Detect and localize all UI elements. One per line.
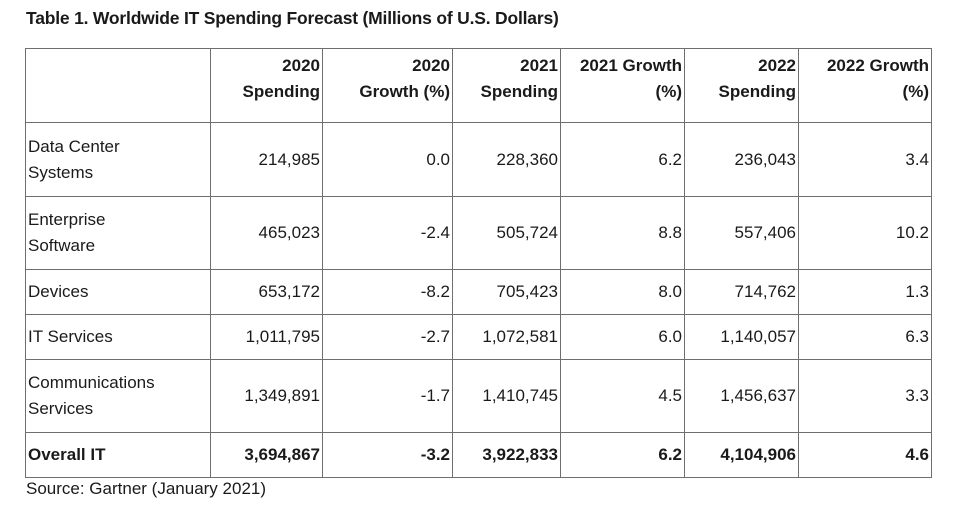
header-corner-cell	[25, 48, 211, 123]
table-cell: 4.6	[798, 432, 932, 478]
row-label: Devices	[25, 269, 211, 315]
table-cell: -3.2	[322, 432, 453, 478]
table-cell: 1,140,057	[684, 314, 799, 360]
table-cell: 8.0	[560, 269, 685, 315]
column-header: 2021 Growth (%)	[560, 48, 685, 123]
table-row: IT Services 1,011,795 -2.7 1,072,581 6.0…	[25, 314, 932, 360]
table-cell: -8.2	[322, 269, 453, 315]
table-row: Devices 653,172 -8.2 705,423 8.0 714,762…	[25, 269, 932, 315]
row-label: IT Services	[25, 314, 211, 360]
column-header: 2022 Spending	[684, 48, 799, 123]
column-header: 2022 Growth (%)	[798, 48, 932, 123]
table-cell: 3.4	[798, 122, 932, 197]
table-cell: 557,406	[684, 196, 799, 270]
table-cell: 705,423	[452, 269, 561, 315]
table-cell: 4.5	[560, 359, 685, 433]
table-header-row: 2020 Spending 2020 Growth (%) 2021 Spending…	[25, 48, 932, 123]
table-cell: 6.2	[560, 122, 685, 197]
table-cell: 236,043	[684, 122, 799, 197]
source-note: Source: Gartner (January 2021)	[26, 479, 267, 498]
table-cell: 3.3	[798, 359, 932, 433]
row-label: Data Center Systems	[25, 122, 211, 197]
table-cell: 1.3	[798, 269, 932, 315]
table-cell: 10.2	[798, 196, 932, 270]
table-cell: 1,410,745	[452, 359, 561, 433]
table-cell: 214,985	[210, 122, 323, 197]
row-label: Enterprise Software	[25, 196, 211, 270]
total-row-label: Overall IT	[25, 432, 211, 478]
column-header: 2021 Spending	[452, 48, 561, 123]
column-header: 2020 Growth (%)	[322, 48, 453, 123]
table-row: Data Center Systems 214,985 0.0 228,360 6…	[25, 122, 932, 197]
table-cell: 505,724	[452, 196, 561, 270]
table-cell: 228,360	[452, 122, 561, 197]
table-cell: 3,694,867	[210, 432, 323, 478]
table-cell: 653,172	[210, 269, 323, 315]
table-cell: 1,072,581	[452, 314, 561, 360]
spending-forecast-table: 2020 Spending 2020 Growth (%) 2021 Spending…	[25, 48, 932, 478]
table-cell: 3,922,833	[452, 432, 561, 478]
table-cell: 6.3	[798, 314, 932, 360]
table-cell: 1,349,891	[210, 359, 323, 433]
table-cell: 1,011,795	[210, 314, 323, 360]
table-cell: 4,104,906	[684, 432, 799, 478]
table-cell: 6.0	[560, 314, 685, 360]
table-cell: 714,762	[684, 269, 799, 315]
row-label: Communications Services	[25, 359, 211, 433]
column-header: 2020 Spending	[210, 48, 323, 123]
table-title: Table 1. Worldwide IT Spending Forecast …	[26, 8, 559, 28]
table-cell: -2.4	[322, 196, 453, 270]
table-cell: 8.8	[560, 196, 685, 270]
table-cell: 6.2	[560, 432, 685, 478]
table-cell: 1,456,637	[684, 359, 799, 433]
table-row: Enterprise Software 465,023 -2.4 505,724 …	[25, 196, 932, 270]
table-row: Communications Services 1,349,891 -1.7 1,…	[25, 359, 932, 433]
table-cell: -2.7	[322, 314, 453, 360]
table-cell: -1.7	[322, 359, 453, 433]
table-cell: 0.0	[322, 122, 453, 197]
total-row: Overall IT 3,694,867 -3.2 3,922,833 6.2 …	[25, 432, 932, 478]
table-cell: 465,023	[210, 196, 323, 270]
